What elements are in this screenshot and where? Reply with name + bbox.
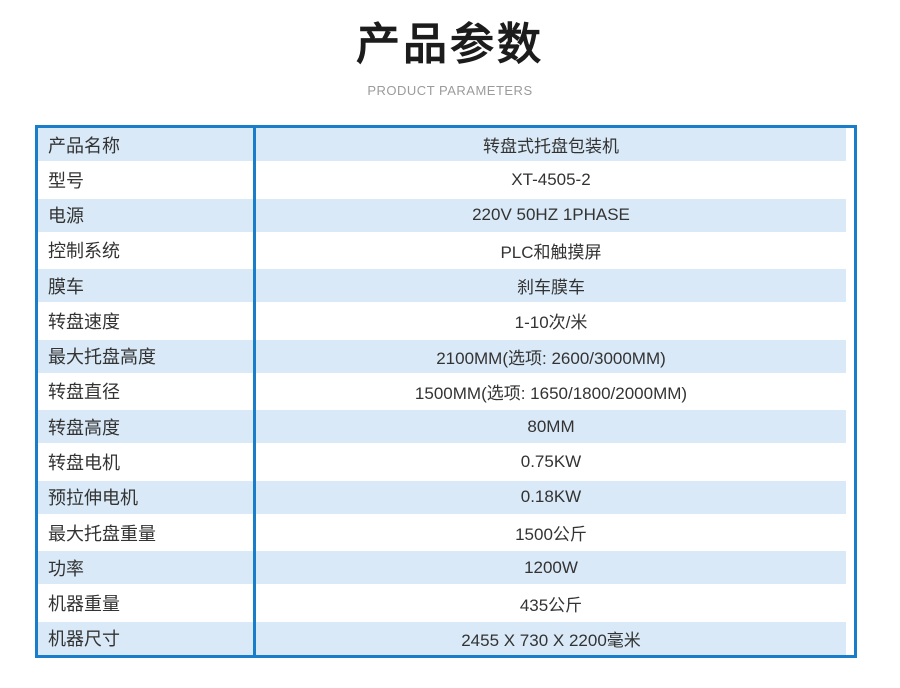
table-row: 电源 220V 50HZ 1PHASE <box>38 198 854 234</box>
param-label: 转盘电机 <box>38 445 253 479</box>
param-value: 1500MM(选项: 1650/1800/2000MM) <box>256 374 846 409</box>
parameters-table: 产品名称 转盘式托盘包装机 型号 XT-4505-2 电源 220V 50HZ … <box>35 125 857 658</box>
param-value: 0.75KW <box>256 445 846 479</box>
column-divider <box>253 128 256 655</box>
param-value: 80MM <box>256 410 846 444</box>
param-label: 膜车 <box>38 269 253 303</box>
param-value: 1-10次/米 <box>256 304 846 338</box>
param-label: 转盘直径 <box>38 374 253 409</box>
param-label: 转盘高度 <box>38 410 253 444</box>
param-label: 最大托盘高度 <box>38 339 253 373</box>
param-value: 刹车膜车 <box>256 269 846 303</box>
param-label: 机器尺寸 <box>38 621 253 655</box>
table-row: 转盘电机 0.75KW <box>38 445 854 481</box>
param-label: 功率 <box>38 551 253 585</box>
param-value: 2100MM(选项: 2600/3000MM) <box>256 339 846 373</box>
param-label: 产品名称 <box>38 128 253 162</box>
param-value: XT-4505-2 <box>256 163 846 197</box>
param-label: 机器重量 <box>38 586 253 620</box>
table-row: 最大托盘高度 2100MM(选项: 2600/3000MM) <box>38 339 854 375</box>
param-label: 最大托盘重量 <box>38 515 253 550</box>
param-value: 1200W <box>256 551 846 585</box>
param-label: 型号 <box>38 163 253 197</box>
table-row: 预拉伸电机 0.18KW <box>38 480 854 516</box>
param-label: 控制系统 <box>38 233 253 268</box>
table-row: 转盘高度 80MM <box>38 410 854 446</box>
table-row: 型号 XT-4505-2 <box>38 163 854 199</box>
table-row: 功率 1200W <box>38 551 854 587</box>
param-label: 预拉伸电机 <box>38 480 253 514</box>
param-label: 转盘速度 <box>38 304 253 338</box>
page-subtitle: PRODUCT PARAMETERS <box>367 83 533 98</box>
table-row: 最大托盘重量 1500公斤 <box>38 515 854 552</box>
param-value: 435公斤 <box>256 586 846 620</box>
table-row: 机器尺寸 2455 X 730 X 2200毫米 <box>38 621 854 655</box>
param-value: PLC和触摸屏 <box>256 233 846 268</box>
param-value: 220V 50HZ 1PHASE <box>256 198 846 232</box>
table-row: 膜车 刹车膜车 <box>38 269 854 305</box>
table-row: 机器重量 435公斤 <box>38 586 854 622</box>
param-label: 电源 <box>38 198 253 232</box>
param-value: 2455 X 730 X 2200毫米 <box>256 621 846 655</box>
table-row: 转盘速度 1-10次/米 <box>38 304 854 340</box>
param-value: 转盘式托盘包装机 <box>256 128 846 162</box>
table-row: 产品名称 转盘式托盘包装机 <box>38 128 854 164</box>
page-title: 产品参数 <box>356 20 544 69</box>
table-row: 控制系统 PLC和触摸屏 <box>38 233 854 270</box>
param-value: 1500公斤 <box>256 515 846 550</box>
table-row: 转盘直径 1500MM(选项: 1650/1800/2000MM) <box>38 374 854 411</box>
param-value: 0.18KW <box>256 480 846 514</box>
